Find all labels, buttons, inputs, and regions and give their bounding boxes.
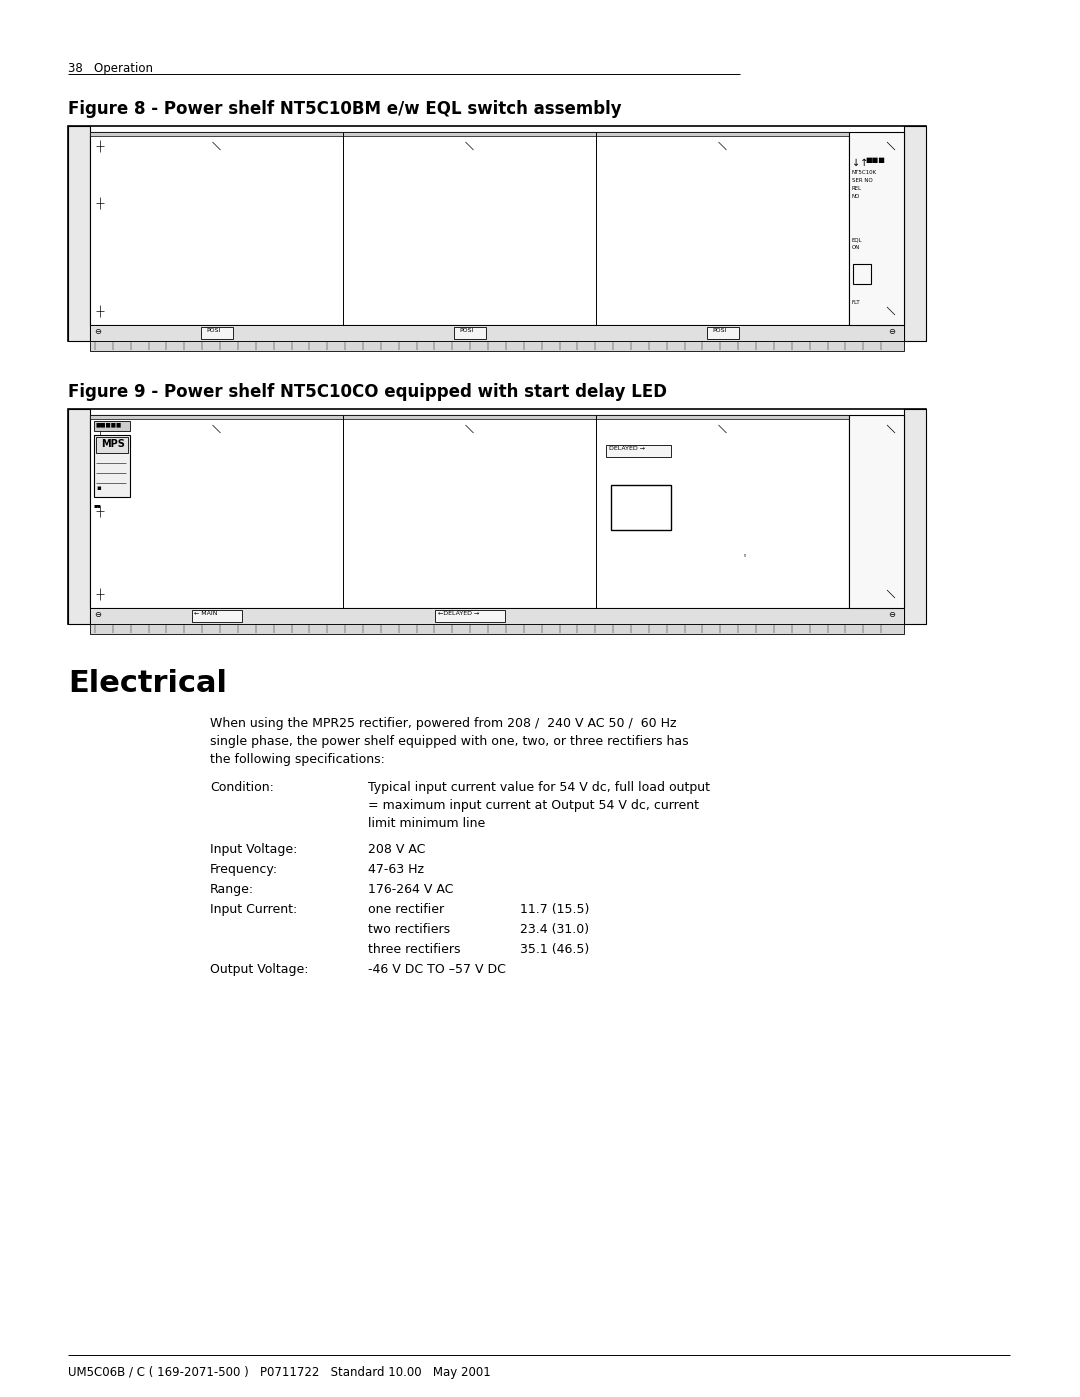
Text: ◦: ◦ xyxy=(743,553,746,559)
Text: 23.4 (31.0): 23.4 (31.0) xyxy=(519,923,589,936)
Text: = maximum input current at Output 54 V dc, current: = maximum input current at Output 54 V d… xyxy=(368,799,699,812)
Text: SER NO: SER NO xyxy=(852,177,873,183)
Text: the following specifications:: the following specifications: xyxy=(210,753,384,766)
Text: NT5C10K: NT5C10K xyxy=(852,170,877,175)
Text: FLT: FLT xyxy=(852,300,861,305)
Text: ⊖: ⊖ xyxy=(888,610,895,619)
Text: 47-63 Hz: 47-63 Hz xyxy=(368,863,424,876)
Text: ON: ON xyxy=(852,244,861,250)
Bar xyxy=(90,326,904,341)
Bar xyxy=(849,131,904,326)
Polygon shape xyxy=(908,310,922,324)
Bar xyxy=(90,131,849,326)
Text: UM5C06B / C ( 169-2071-500 )   P0711722   Standard 10.00   May 2001: UM5C06B / C ( 169-2071-500 ) P0711722 St… xyxy=(68,1366,490,1379)
Text: 176-264 V AC: 176-264 V AC xyxy=(368,883,454,895)
Text: single phase, the power shelf equipped with one, two, or three rectifiers has: single phase, the power shelf equipped w… xyxy=(210,735,689,747)
Bar xyxy=(68,409,926,624)
Text: Condition:: Condition: xyxy=(210,781,274,793)
Polygon shape xyxy=(72,142,86,156)
Text: Figure 8 - Power shelf NT5C10BM e/w EQL switch assembly: Figure 8 - Power shelf NT5C10BM e/w EQL … xyxy=(68,101,622,117)
Text: 38   Operation: 38 Operation xyxy=(68,61,153,75)
Text: ⊖: ⊖ xyxy=(888,327,895,337)
Bar xyxy=(94,434,130,497)
Bar xyxy=(90,624,904,634)
Text: Frequency:: Frequency: xyxy=(210,863,279,876)
Text: limit minimum line: limit minimum line xyxy=(368,817,485,830)
Bar xyxy=(611,485,671,529)
Text: Typical input current value for 54 V dc, full load output: Typical input current value for 54 V dc,… xyxy=(368,781,710,793)
Bar xyxy=(904,409,926,624)
Text: Electrical: Electrical xyxy=(68,669,227,698)
Text: Input Current:: Input Current: xyxy=(210,902,297,916)
Text: ↓↑: ↓↑ xyxy=(852,158,868,168)
Bar xyxy=(706,327,739,339)
Text: MPS: MPS xyxy=(102,439,125,448)
Polygon shape xyxy=(908,426,922,440)
Text: POSI: POSI xyxy=(459,328,474,332)
Bar xyxy=(94,420,130,432)
Bar xyxy=(68,126,926,341)
Text: Input Voltage:: Input Voltage: xyxy=(210,842,297,856)
Bar xyxy=(454,327,486,339)
Text: EQL: EQL xyxy=(852,237,863,242)
Text: ←DELAYED →: ←DELAYED → xyxy=(437,610,478,616)
Polygon shape xyxy=(72,426,86,440)
Polygon shape xyxy=(72,592,86,608)
Bar xyxy=(90,131,849,136)
Text: three rectifiers: three rectifiers xyxy=(368,943,460,956)
Text: When using the MPR25 rectifier, powered from 208 /  240 V AC 50 /  60 Hz: When using the MPR25 rectifier, powered … xyxy=(210,717,676,731)
Text: DELAYED →: DELAYED → xyxy=(609,446,645,451)
Text: ← MAIN: ← MAIN xyxy=(194,610,218,616)
Polygon shape xyxy=(72,226,86,240)
Polygon shape xyxy=(72,310,86,324)
Bar xyxy=(904,126,926,341)
Polygon shape xyxy=(908,142,922,156)
Text: ⊖: ⊖ xyxy=(94,327,102,337)
Text: -46 V DC TO –57 V DC: -46 V DC TO –57 V DC xyxy=(368,963,505,977)
Text: Output Voltage:: Output Voltage: xyxy=(210,963,309,977)
Text: ▪▪: ▪▪ xyxy=(94,503,102,509)
Bar xyxy=(90,341,904,351)
Text: ⊖: ⊖ xyxy=(94,610,102,619)
Bar xyxy=(68,409,90,624)
Text: 11.7 (15.5): 11.7 (15.5) xyxy=(519,902,590,916)
Text: POSI: POSI xyxy=(206,328,221,332)
Bar xyxy=(90,415,849,608)
Bar xyxy=(849,415,904,608)
Bar xyxy=(606,446,671,457)
Polygon shape xyxy=(72,509,86,522)
Bar xyxy=(191,610,242,622)
Text: two rectifiers: two rectifiers xyxy=(368,923,450,936)
Text: ▪: ▪ xyxy=(96,485,100,490)
Bar xyxy=(96,437,129,453)
Bar xyxy=(90,415,849,419)
Polygon shape xyxy=(908,592,922,608)
Text: ■■■■■: ■■■■■ xyxy=(96,422,122,427)
Bar xyxy=(434,610,504,622)
Text: POSI: POSI xyxy=(713,328,727,332)
Text: Range:: Range: xyxy=(210,883,254,895)
Text: one rectifier: one rectifier xyxy=(368,902,444,916)
Bar xyxy=(68,126,90,341)
Bar xyxy=(853,264,870,284)
Text: REL: REL xyxy=(852,186,862,191)
Text: 35.1 (46.5): 35.1 (46.5) xyxy=(519,943,590,956)
Bar xyxy=(201,327,232,339)
Text: Figure 9 - Power shelf NT5C10CO equipped with start delay LED: Figure 9 - Power shelf NT5C10CO equipped… xyxy=(68,383,667,401)
Text: 208 V AC: 208 V AC xyxy=(368,842,426,856)
Bar xyxy=(90,608,904,624)
Text: ■■■: ■■■ xyxy=(865,156,885,163)
Text: NO: NO xyxy=(852,194,861,198)
